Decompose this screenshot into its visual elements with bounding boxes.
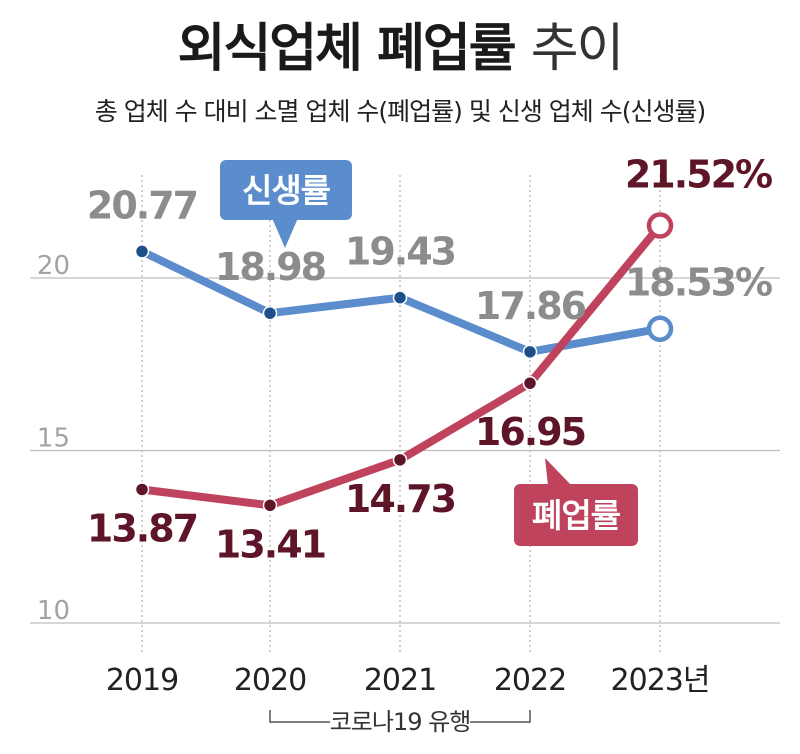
series-name-label-0: 신생률 <box>242 171 331 210</box>
series-name-label-1: 폐업률 <box>532 496 621 535</box>
y-tick-label-10: 10 <box>37 596 70 626</box>
data-label-s1-4: 21.52% <box>625 153 772 197</box>
data-label-s0-0: 20.77 <box>87 183 197 227</box>
y-tick-label-15: 15 <box>37 424 70 454</box>
data-label-s0-1: 18.98 <box>215 245 326 289</box>
series-0-point-1 <box>262 305 278 321</box>
data-label-s0-2: 19.43 <box>345 230 455 274</box>
series-callout-tail-0 <box>272 218 298 248</box>
series-1-point-0 <box>134 482 150 497</box>
series-0-point-0 <box>134 244 150 259</box>
title-tail: 추이 <box>530 19 625 79</box>
x-tick-label-4: 2023년 <box>611 663 710 698</box>
series-0-point-3 <box>522 344 538 360</box>
annotation-label: 코로나19 유행 <box>330 708 471 736</box>
series-callout-box-1 <box>514 484 638 546</box>
data-label-s1-1: 13.41 <box>215 522 325 566</box>
annotation-bracket-right <box>470 710 531 723</box>
series-0-point-2 <box>392 290 408 305</box>
title-main: 외식업체 폐업률 <box>177 19 517 79</box>
series-callout-box-0 <box>220 160 352 220</box>
series-1-point-1 <box>262 498 278 513</box>
x-tick-label-1: 2020 <box>234 663 306 698</box>
series-callout-0: 신생률 <box>220 160 352 248</box>
x-tick-label-3: 2022 <box>494 663 566 698</box>
series-callout-1: 폐업률 <box>514 458 638 546</box>
chart-subtitle: 총 업체 수 대비 소멸 업체 수(폐업률) 및 신생 업체 수(신생률) <box>94 97 706 126</box>
data-label-s0-4: 18.53% <box>625 261 772 305</box>
data-label-s1-3: 16.95 <box>475 410 585 454</box>
x-tick-label-0: 2019 <box>106 663 178 698</box>
series-1-end-marker <box>646 212 674 239</box>
data-label-s1-2: 14.73 <box>345 477 455 521</box>
series-1-point-2 <box>392 452 408 468</box>
series-callout-tail-1 <box>545 458 572 486</box>
y-tick-label-20: 20 <box>37 251 70 281</box>
series-0-end-marker <box>646 315 674 342</box>
series-1-point-3 <box>522 375 538 391</box>
x-tick-label-2: 2021 <box>364 663 436 698</box>
data-label-s0-3: 17.86 <box>475 284 586 328</box>
data-label-s1-0: 13.87 <box>87 506 197 550</box>
annotation-bracket-left <box>269 710 330 723</box>
chart-title: 외식업체 폐업률 추이 <box>0 6 800 81</box>
